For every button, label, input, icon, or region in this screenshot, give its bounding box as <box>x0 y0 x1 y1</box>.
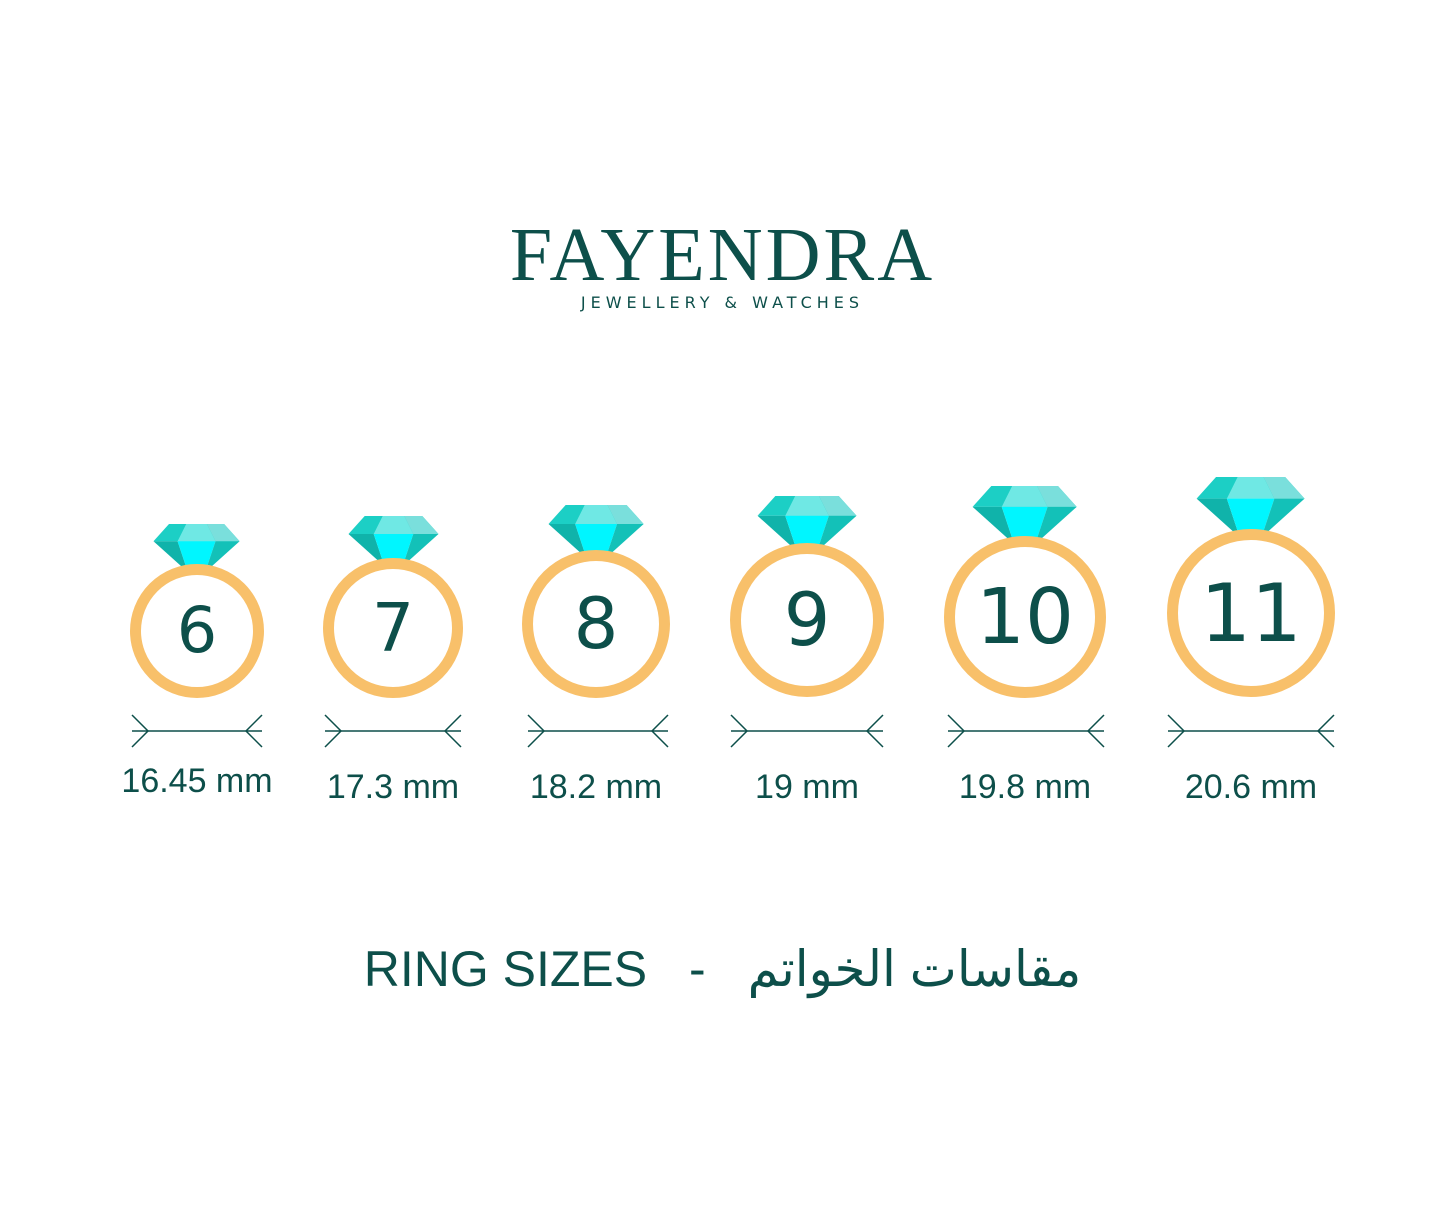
diamond-icon <box>757 495 857 551</box>
diamond-icon <box>153 523 241 572</box>
title-separator: - <box>689 941 706 997</box>
ring-size-label: 11 <box>1200 566 1302 660</box>
ring-size-label: 7 <box>371 589 415 667</box>
footer-title: RING SIZES - مقاسات الخواتم <box>0 940 1445 998</box>
ring-size-3: 9 <box>730 543 884 697</box>
diamond-icon <box>548 504 644 558</box>
diameter-arrow-icon <box>947 714 1105 748</box>
ring-size-label: 8 <box>573 583 619 665</box>
diamond-icon <box>1196 476 1305 537</box>
ring-size-1: 7 <box>323 558 463 698</box>
diamond-icon <box>972 485 1078 544</box>
diamond-icon <box>348 515 438 566</box>
brand-logo-name: FAYENDRA <box>509 213 936 297</box>
diameter-arrow-icon <box>1167 714 1335 748</box>
ring-diameter-label: 19 mm <box>755 768 859 806</box>
ring-size-2: 8 <box>522 550 670 698</box>
diameter-arrow-icon <box>730 714 884 748</box>
diameter-arrow-icon <box>527 714 669 748</box>
ring-diameter-label: 17.3 mm <box>326 768 460 806</box>
diameter-arrow-icon <box>324 714 462 748</box>
brand-logo-tagline: JEWELLERY & WATCHES <box>580 293 865 312</box>
ring-diameter-label: 16.45 mm <box>121 762 273 800</box>
ring-diameter-label: 20.6 mm <box>1184 768 1318 806</box>
ring-size-4: 10 <box>944 536 1106 698</box>
ring-diameter-label: 19.8 mm <box>958 768 1092 806</box>
ring-size-5: 11 <box>1167 529 1335 697</box>
ring-size-label: 6 <box>176 594 218 668</box>
ring-diameter-label: 18.2 mm <box>529 768 663 806</box>
title-english: RING SIZES <box>363 941 648 997</box>
ring-size-0: 6 <box>130 564 264 698</box>
ring-size-label: 10 <box>976 572 1074 662</box>
diameter-arrow-icon <box>131 714 263 748</box>
ring-size-label: 9 <box>783 577 831 663</box>
title-arabic: مقاسات الخواتم <box>747 941 1082 997</box>
